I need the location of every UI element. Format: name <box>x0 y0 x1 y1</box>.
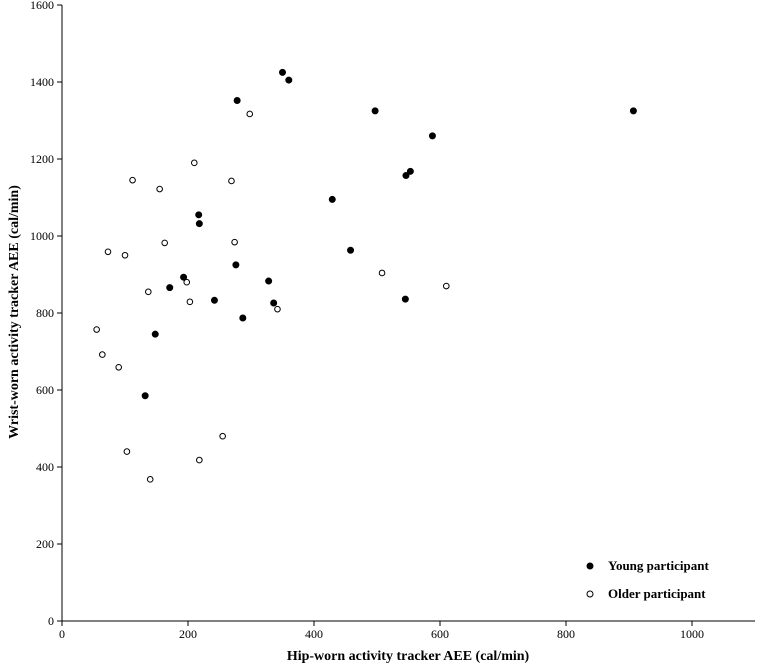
young-participant-point <box>195 211 203 219</box>
young-participant-point <box>629 107 637 115</box>
older-participant-point <box>186 298 194 306</box>
y-tick-label: 1200 <box>30 152 54 166</box>
young-participant-point <box>151 330 159 338</box>
older-participant-point <box>196 456 203 464</box>
y-tick-label: 1400 <box>30 75 54 89</box>
older-participant-point <box>191 159 198 167</box>
young-participant-point <box>141 392 149 400</box>
young-participant-point <box>166 284 174 292</box>
young-participant-point <box>285 76 293 84</box>
young-participant-point <box>347 246 355 254</box>
older-participant-point <box>156 185 163 193</box>
y-tick-label: 600 <box>36 383 54 397</box>
x-axis-ticks: 0 200 400 600 800 1000 <box>59 621 704 641</box>
y-axis-ticks: 0 200 400 600 800 1000 1200 1400 1600 <box>30 0 62 628</box>
young-participant-point <box>371 107 379 115</box>
young-participant-point <box>239 314 247 322</box>
y-tick-label: 1000 <box>30 229 54 243</box>
young-participant-point <box>270 299 278 307</box>
older-participant-point <box>93 326 100 333</box>
young-participant-point <box>232 261 240 269</box>
y-tick-label: 1600 <box>30 0 54 12</box>
young-participant-point <box>428 132 436 140</box>
young-participant-point <box>210 296 218 304</box>
legend-young-marker <box>586 562 594 570</box>
older-participant-point <box>129 176 136 184</box>
x-tick-label: 200 <box>179 627 197 641</box>
older-participant-point <box>183 278 191 286</box>
young-participant-point <box>233 96 241 104</box>
older-participant-point <box>246 110 254 118</box>
older-participant-point <box>146 476 154 483</box>
older-participant-point <box>274 305 281 313</box>
young-participant-point <box>180 273 188 281</box>
older-participant-point <box>443 282 450 290</box>
older-participant-point <box>231 238 238 246</box>
older-participant-point <box>121 251 129 259</box>
older-participant-point <box>145 288 152 296</box>
older-participant-point <box>123 448 131 455</box>
young-participant-point <box>328 195 336 203</box>
y-tick-label: 800 <box>36 306 54 320</box>
older-participant-point <box>104 248 112 256</box>
young-participant-point <box>406 167 414 175</box>
older-participant-point <box>228 177 235 185</box>
y-tick-label: 400 <box>36 460 54 474</box>
older-participant-point <box>161 239 168 247</box>
data-points <box>93 68 637 483</box>
y-axis-title: Wrist-worn activity tracker AEE (cal/min… <box>7 185 22 439</box>
young-participant-point <box>401 295 409 303</box>
x-tick-label: 1000 <box>680 627 704 641</box>
older-participant-point <box>378 269 386 277</box>
legend: Young participant Older participant <box>586 558 709 601</box>
x-tick-label: 0 <box>59 627 65 641</box>
older-participant-point <box>219 432 226 440</box>
x-tick-label: 400 <box>305 627 323 641</box>
older-participant-point <box>115 363 122 371</box>
x-tick-label: 800 <box>557 627 575 641</box>
y-tick-label: 200 <box>36 537 54 551</box>
young-participant-point <box>195 220 203 228</box>
legend-older-marker <box>586 590 594 598</box>
young-participant-point <box>265 277 273 285</box>
legend-older-label: Older participant <box>608 586 706 601</box>
young-participant-point <box>402 172 410 180</box>
x-tick-label: 600 <box>431 627 449 641</box>
older-participant-point <box>99 351 106 358</box>
y-tick-label: 0 <box>48 614 54 628</box>
young-participant-point <box>279 68 286 76</box>
x-axis-title: Hip-worn activity tracker AEE (cal/min) <box>287 649 530 664</box>
legend-young-label: Young participant <box>608 558 709 573</box>
